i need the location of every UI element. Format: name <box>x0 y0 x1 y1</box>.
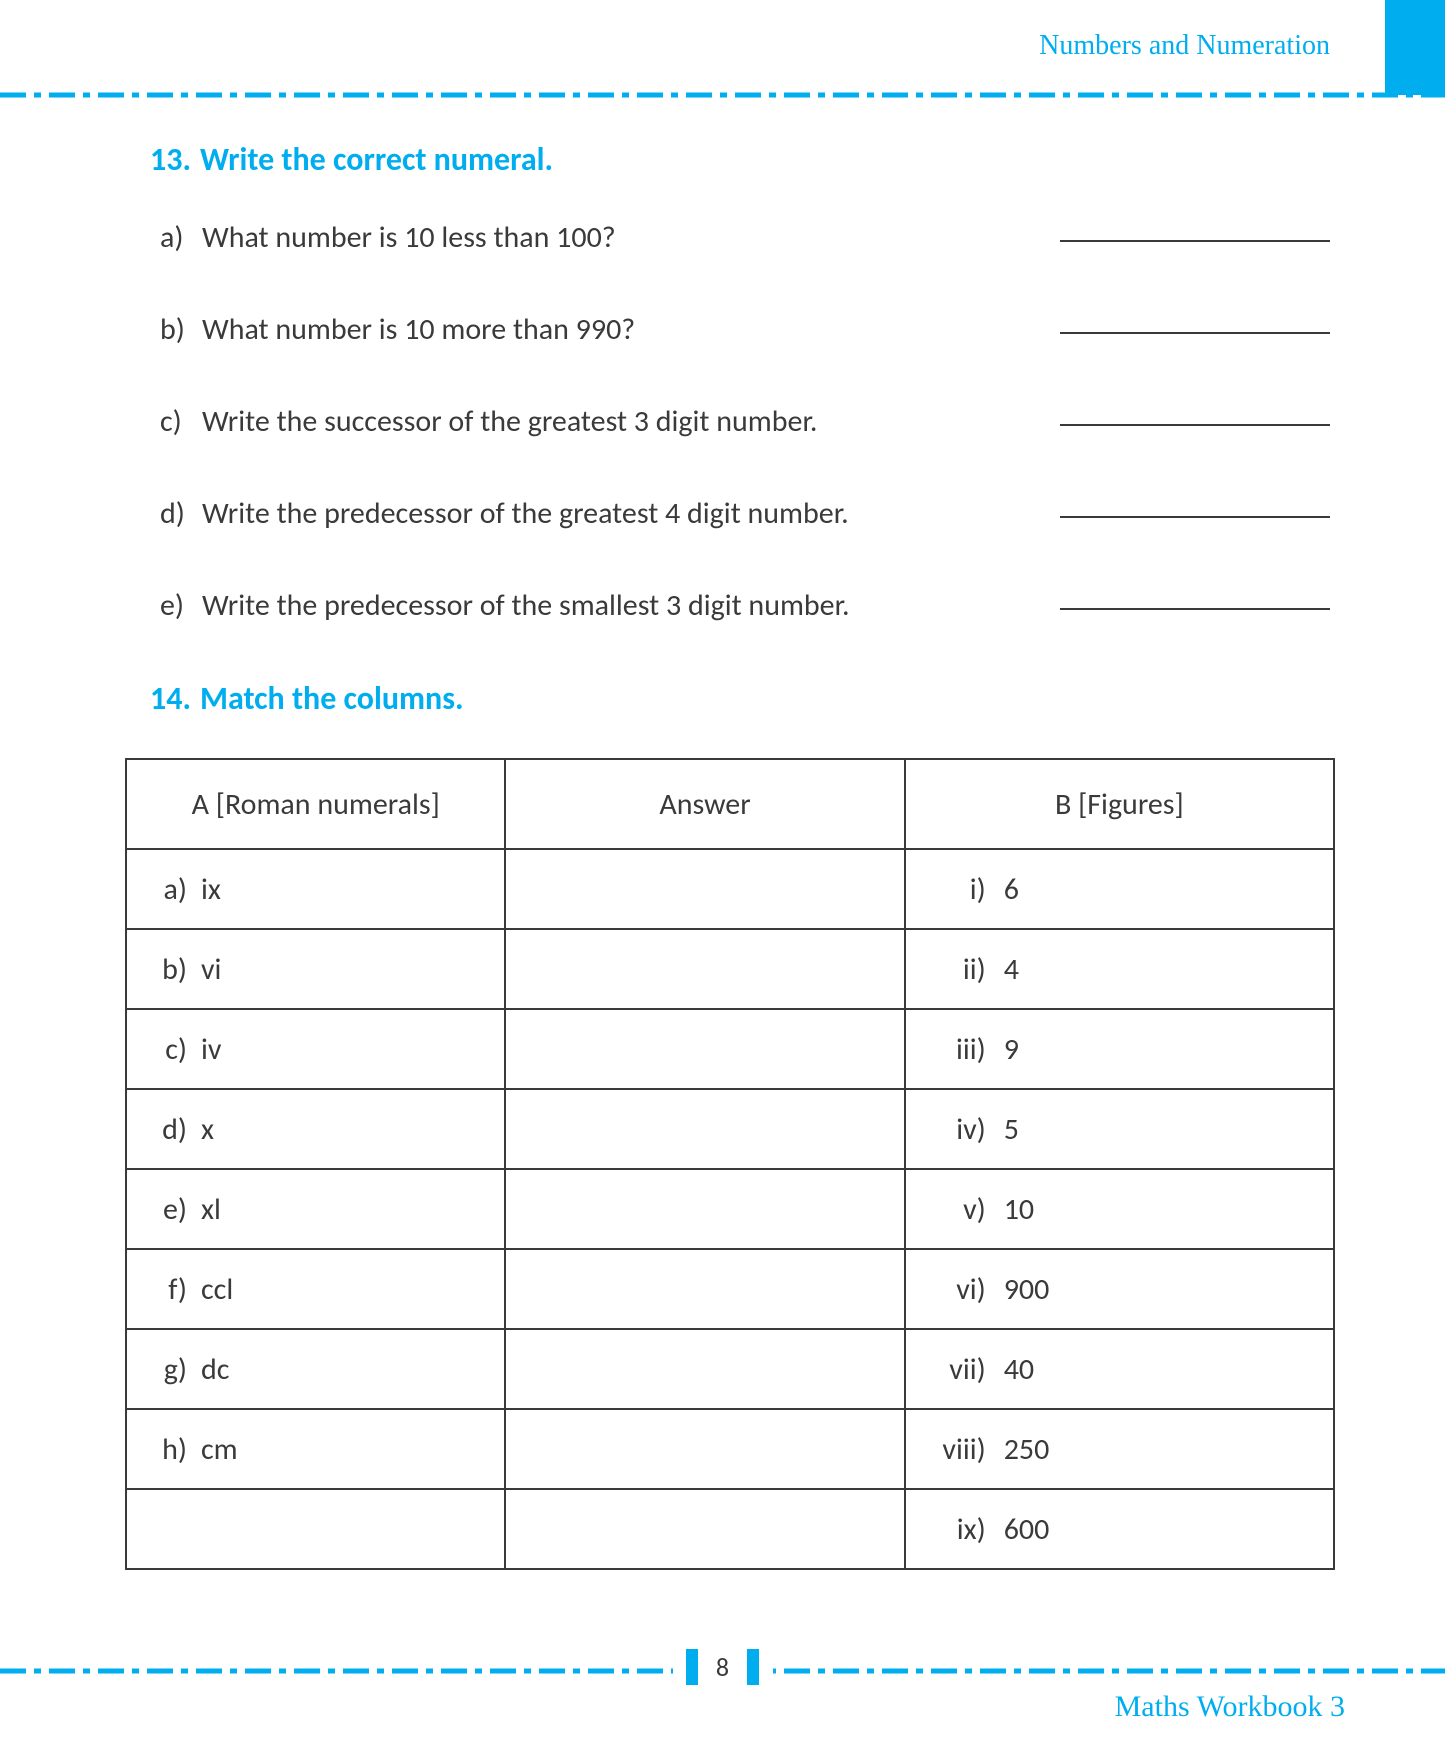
q14-title: Match the columns. <box>200 679 464 718</box>
cell-a: d)x <box>126 1089 505 1169</box>
cell-a: b)vi <box>126 929 505 1009</box>
chapter-title: Numbers and Numeration <box>1039 30 1330 62</box>
cell-a: g)dc <box>126 1329 505 1409</box>
sub-label: e) <box>160 587 202 624</box>
q13-item-e: e) Write the predecessor of the smallest… <box>160 587 1330 624</box>
sub-label: d) <box>160 495 202 532</box>
cell-answer[interactable] <box>505 849 904 929</box>
header-col-answer: Answer <box>505 759 904 849</box>
table-row: d)x iv)5 <box>126 1089 1334 1169</box>
sub-text: What number is 10 more than 990? <box>202 311 1060 348</box>
cell-b: i)6 <box>905 849 1334 929</box>
q14-table-container: A [Roman numerals] Answer B [Figures] a)… <box>125 758 1330 1570</box>
page-header: Numbers and Numeration <box>0 0 1445 95</box>
cell-a: e)xl <box>126 1169 505 1249</box>
page-bracket-left <box>686 1649 698 1685</box>
q13-title: Write the correct numeral. <box>200 140 553 179</box>
sub-text: Write the predecessor of the smallest 3 … <box>202 587 1060 624</box>
answer-blank[interactable] <box>1060 240 1330 242</box>
table-row: b)vi ii)4 <box>126 929 1334 1009</box>
q13-item-d: d) Write the predecessor of the greatest… <box>160 495 1330 532</box>
header-col-a: A [Roman numerals] <box>126 759 505 849</box>
table-row: c)iv iii)9 <box>126 1009 1334 1089</box>
q13-item-c: c) Write the successor of the greatest 3… <box>160 403 1330 440</box>
cell-answer[interactable] <box>505 1009 904 1089</box>
book-title: Maths Workbook 3 <box>1115 1690 1345 1724</box>
cell-b: vii)40 <box>905 1329 1334 1409</box>
table-row: g)dc vii)40 <box>126 1329 1334 1409</box>
sub-text: What number is 10 less than 100? <box>202 219 1060 256</box>
cell-b: iii)9 <box>905 1009 1334 1089</box>
q14-heading: 14.Match the columns. <box>150 679 1330 718</box>
q13-item-a: a) What number is 10 less than 100? <box>160 219 1330 256</box>
cell-answer[interactable] <box>505 1089 904 1169</box>
sub-label: b) <box>160 311 202 348</box>
table-row: ix)600 <box>126 1489 1334 1569</box>
q14-section: 14.Match the columns. A [Roman numerals]… <box>150 679 1330 1570</box>
cell-answer[interactable] <box>505 1329 904 1409</box>
table-row: e)xl v)10 <box>126 1169 1334 1249</box>
cell-a: a)ix <box>126 849 505 929</box>
cell-a <box>126 1489 505 1569</box>
cell-b: viii)250 <box>905 1409 1334 1489</box>
cell-answer[interactable] <box>505 929 904 1009</box>
q14-number: 14. <box>150 679 200 718</box>
cell-answer[interactable] <box>505 1409 904 1489</box>
answer-blank[interactable] <box>1060 332 1330 334</box>
page-bracket-right <box>747 1649 759 1685</box>
sub-text: Write the successor of the greatest 3 di… <box>202 403 1060 440</box>
cell-a: h)cm <box>126 1409 505 1489</box>
sub-label: c) <box>160 403 202 440</box>
table-header-row: A [Roman numerals] Answer B [Figures] <box>126 759 1334 849</box>
cell-b: vi)900 <box>905 1249 1334 1329</box>
cell-answer[interactable] <box>505 1489 904 1569</box>
cell-b: ii)4 <box>905 929 1334 1009</box>
q13-heading: 13.Write the correct numeral. <box>150 140 1330 179</box>
header-col-b: B [Figures] <box>905 759 1334 849</box>
table-row: f)ccl vi)900 <box>126 1249 1334 1329</box>
sub-text: Write the predecessor of the greatest 4 … <box>202 495 1060 532</box>
page-content: 13.Write the correct numeral. a) What nu… <box>150 140 1330 1570</box>
answer-blank[interactable] <box>1060 516 1330 518</box>
table-row: h)cm viii)250 <box>126 1409 1334 1489</box>
top-divider <box>0 92 1445 98</box>
q13-number: 13. <box>150 140 200 179</box>
match-table: A [Roman numerals] Answer B [Figures] a)… <box>125 758 1335 1570</box>
cell-b: ix)600 <box>905 1489 1334 1569</box>
cell-a: f)ccl <box>126 1249 505 1329</box>
cell-b: v)10 <box>905 1169 1334 1249</box>
q13-item-b: b) What number is 10 more than 990? <box>160 311 1330 348</box>
cell-answer[interactable] <box>505 1169 904 1249</box>
answer-blank[interactable] <box>1060 424 1330 426</box>
sub-label: a) <box>160 219 202 256</box>
answer-blank[interactable] <box>1060 608 1330 610</box>
page-number-box: 8 <box>673 1647 773 1687</box>
cell-b: iv)5 <box>905 1089 1334 1169</box>
page-number: 8 <box>698 1651 747 1683</box>
header-accent-block <box>1385 0 1445 95</box>
cell-a: c)iv <box>126 1009 505 1089</box>
table-row: a)ix i)6 <box>126 849 1334 929</box>
cell-answer[interactable] <box>505 1249 904 1329</box>
